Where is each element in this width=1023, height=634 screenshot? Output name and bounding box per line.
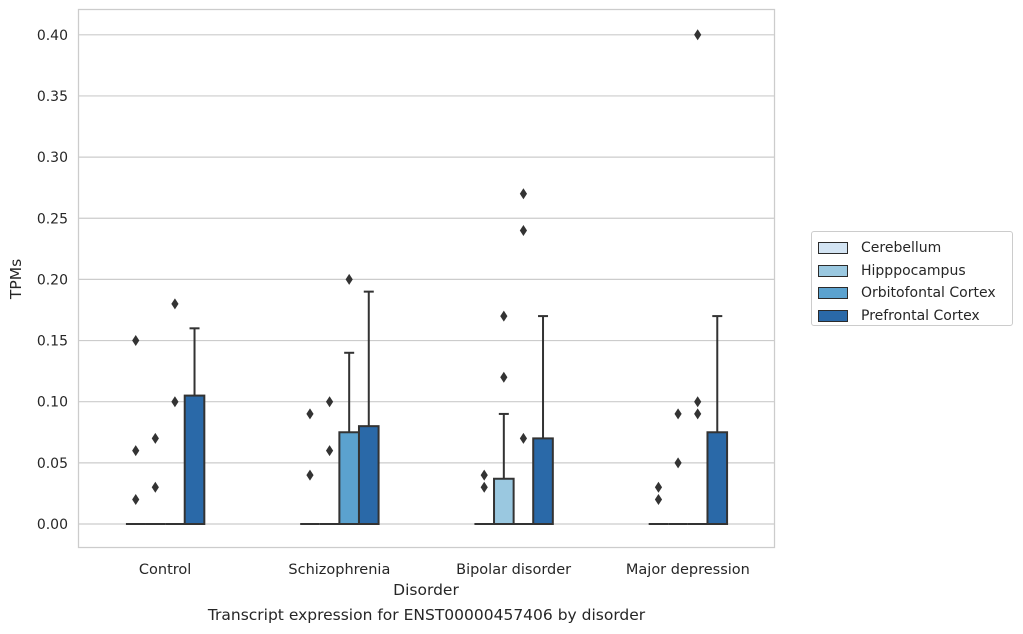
box-plot xyxy=(687,29,708,525)
outlier-point xyxy=(694,396,702,408)
legend-item-cerebellum: Cerebellum xyxy=(818,237,1012,260)
y-tick-label: 0.25 xyxy=(37,211,68,227)
outlier-point xyxy=(674,408,682,420)
outlier-point xyxy=(654,494,663,506)
box-plot xyxy=(319,396,340,525)
box-plot xyxy=(513,188,534,525)
outlier-point xyxy=(151,432,159,444)
legend-item-prefrontal-cortex: Prefrontal Cortex xyxy=(818,305,1012,328)
legend-swatch xyxy=(818,264,848,277)
y-tick-label: 0.20 xyxy=(37,272,68,288)
box-plot xyxy=(145,432,166,525)
y-tick-label: 0.30 xyxy=(37,150,68,166)
box-plot xyxy=(493,310,515,525)
outlier-point xyxy=(325,445,334,457)
y-tick-label: 0.35 xyxy=(37,89,68,105)
legend-item-hippocampus: Hipppocampus xyxy=(818,260,1012,283)
box xyxy=(338,431,360,525)
x-tick-label: Bipolar disorder xyxy=(456,562,571,578)
box-plot xyxy=(300,408,320,525)
outlier-point xyxy=(132,445,140,457)
legend-swatch xyxy=(818,242,848,255)
box xyxy=(493,477,515,525)
box-plot xyxy=(125,335,146,525)
box-series xyxy=(125,29,729,526)
outlier-point xyxy=(654,481,663,493)
box-plot xyxy=(474,469,495,525)
box-plot xyxy=(668,408,688,525)
legend-swatch xyxy=(818,310,848,323)
outlier-point xyxy=(345,273,353,285)
outlier-point xyxy=(480,469,488,481)
box xyxy=(183,394,206,525)
outlier-point xyxy=(500,310,508,322)
outlier-point xyxy=(306,469,314,481)
outlier-point xyxy=(132,335,140,347)
box xyxy=(532,437,554,526)
y-tick-label: 0.15 xyxy=(37,334,68,350)
plot-frame xyxy=(77,8,776,549)
y-tick-label: 0.00 xyxy=(37,517,68,533)
y-tick-label: 0.10 xyxy=(37,395,68,411)
outlier-point xyxy=(480,481,488,493)
outlier-point xyxy=(519,432,528,444)
legend-swatch xyxy=(818,287,848,300)
outlier-point xyxy=(674,457,682,469)
legend-label: Hipppocampus xyxy=(861,262,966,279)
chart-caption: Transcript expression for ENST0000045740… xyxy=(207,606,646,624)
x-tick-label: Schizophrenia xyxy=(288,562,390,578)
box-plot xyxy=(183,327,206,525)
box-plot xyxy=(706,315,729,525)
x-tick-labels: Control Schizophrenia Bipolar disorder Majo… xyxy=(139,562,750,578)
outlier-point xyxy=(500,371,508,383)
box-plot xyxy=(357,290,380,525)
x-tick-label: Control xyxy=(139,562,191,578)
y-tick-label: 0.40 xyxy=(37,28,68,44)
box-plot xyxy=(165,298,185,525)
outlier-point xyxy=(171,298,179,310)
legend: Cerebellum Hipppocampus Orbitofontal Cor… xyxy=(811,231,1013,326)
legend-label: Cerebellum xyxy=(861,240,942,257)
outlier-point xyxy=(306,408,314,420)
box xyxy=(357,425,380,525)
box xyxy=(706,431,729,525)
box-plot xyxy=(532,315,554,526)
y-axis-label: TPMs xyxy=(7,259,25,300)
x-tick-label: Major depression xyxy=(626,562,750,578)
legend-label: Prefrontal Cortex xyxy=(861,308,980,325)
x-axis-label: Disorder xyxy=(393,581,459,599)
outlier-point xyxy=(519,188,528,200)
legend-item-orbitofrontal-cortex: Orbitofontal Cortex xyxy=(818,282,1012,305)
box-plot xyxy=(648,481,669,525)
outlier-point xyxy=(325,396,334,408)
outlier-point xyxy=(694,408,702,420)
y-tick-labels: 0.00 0.05 0.10 0.15 0.20 0.25 0.30 0.35 0.40 xyxy=(37,28,68,533)
outlier-point xyxy=(519,224,528,236)
grid-lines xyxy=(78,34,775,525)
outlier-point xyxy=(132,494,140,506)
box-plot xyxy=(338,273,360,525)
outlier-point xyxy=(694,29,702,41)
outlier-point xyxy=(151,481,159,493)
legend-label: Orbitofontal Cortex xyxy=(861,285,996,302)
outlier-point xyxy=(171,396,179,408)
y-tick-label: 0.05 xyxy=(37,456,68,472)
